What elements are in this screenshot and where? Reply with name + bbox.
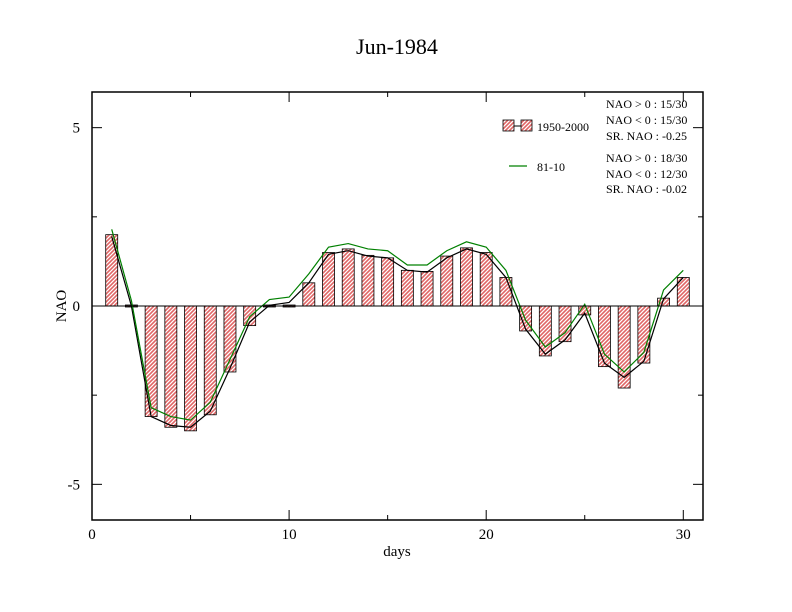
line-series-81-10 bbox=[111, 229, 684, 421]
legend-label-1950-2000: 1950-2000 bbox=[537, 120, 589, 134]
bar-day-20 bbox=[479, 252, 493, 307]
bar-day-5 bbox=[184, 305, 197, 432]
legend-stat-1-1: NAO > 0 : 15/30 bbox=[606, 97, 687, 111]
bar-day-15 bbox=[381, 257, 395, 307]
bar-day-16 bbox=[400, 269, 414, 307]
legend-label-81-10: 81-10 bbox=[537, 160, 565, 174]
bar-day-19 bbox=[460, 247, 473, 307]
legend-stat-2-3: SR. NAO : -0.02 bbox=[606, 182, 687, 196]
legend-swatch-bar-left bbox=[502, 119, 515, 132]
bar-day-27 bbox=[617, 305, 631, 389]
y-tick-label: 0 bbox=[73, 299, 81, 315]
bar-day-28 bbox=[637, 305, 651, 364]
bar-day-14 bbox=[361, 254, 375, 307]
line-series-group bbox=[111, 229, 684, 428]
x-tick-label: 30 bbox=[676, 527, 691, 543]
axis-ticks: 0 10 20 30 -5 0 5 bbox=[68, 92, 703, 543]
x-tick-label: 20 bbox=[479, 527, 494, 543]
x-tick-label: 10 bbox=[282, 527, 297, 543]
line-series-black bbox=[111, 236, 684, 428]
legend-stat-2-1: NAO > 0 : 18/30 bbox=[606, 151, 687, 165]
legend-stat-1-2: NAO < 0 : 15/30 bbox=[606, 113, 687, 127]
legend: 1950-2000 NAO > 0 : 15/30 NAO < 0 : 15/3… bbox=[502, 97, 687, 196]
chart-title: Jun-1984 bbox=[356, 34, 438, 59]
legend-stat-1-3: SR. NAO : -0.25 bbox=[606, 129, 687, 143]
bar-day-7 bbox=[223, 305, 237, 373]
x-axis-label: days bbox=[383, 544, 411, 560]
x-tick-label: 0 bbox=[88, 527, 96, 543]
y-tick-label: 5 bbox=[73, 121, 81, 137]
bar-day-17 bbox=[420, 271, 434, 307]
bar-day-18 bbox=[440, 255, 454, 307]
y-axis-label: NAO bbox=[54, 290, 70, 323]
bar-day-4 bbox=[164, 305, 178, 428]
y-tick-label: -5 bbox=[68, 477, 81, 493]
bar-day-13 bbox=[341, 248, 355, 307]
legend-swatch-bar-right bbox=[520, 119, 533, 132]
bar-day-3 bbox=[144, 305, 158, 417]
legend-stat-2-2: NAO < 0 : 12/30 bbox=[606, 167, 687, 181]
bar-day-6 bbox=[203, 305, 217, 416]
